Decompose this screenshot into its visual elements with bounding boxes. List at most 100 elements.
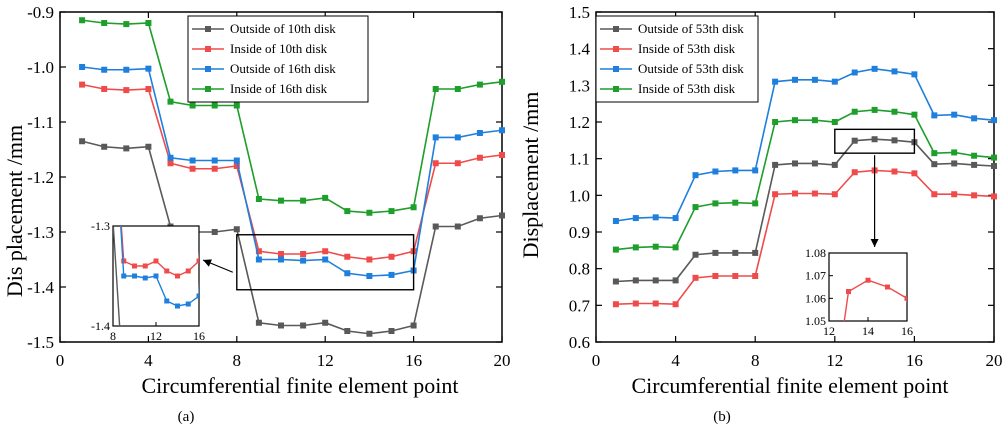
data-point xyxy=(891,108,898,115)
series-line-2 xyxy=(615,169,995,306)
inset-data-point xyxy=(924,171,929,176)
x-tick-label: 8 xyxy=(233,351,242,370)
y-tick-label: -1.2 xyxy=(27,168,54,187)
y-tick-label: 0.8 xyxy=(569,260,590,279)
inset-data-point xyxy=(905,103,910,108)
data-point xyxy=(211,102,218,109)
data-point xyxy=(300,197,307,204)
data-point xyxy=(366,330,373,337)
inset-data-point xyxy=(143,167,148,172)
inset-data-point xyxy=(121,164,126,169)
data-point xyxy=(432,134,439,141)
data-point xyxy=(499,212,505,219)
inset-data-point xyxy=(196,258,199,264)
data-point xyxy=(951,111,958,118)
inset-data-point xyxy=(142,275,148,281)
inset-y-tick-label: -1.4 xyxy=(91,319,110,333)
inset-x-tick-label: 16 xyxy=(901,324,913,338)
y-axis-title-b: Displacement /mm xyxy=(518,92,543,259)
data-point xyxy=(366,256,373,263)
y-tick-label: -1.4 xyxy=(27,278,54,297)
data-point xyxy=(79,17,86,24)
legend-swatch-marker xyxy=(205,26,211,32)
panel-label-b: (b) xyxy=(713,409,731,425)
inset-y-tick-label: 1.08 xyxy=(805,246,826,260)
data-point xyxy=(871,106,878,113)
inset-series-line xyxy=(810,88,927,247)
inset-data-point xyxy=(164,298,170,304)
x-tick-label: 16 xyxy=(405,351,422,370)
data-point xyxy=(388,271,395,278)
data-point xyxy=(79,64,86,70)
data-point xyxy=(871,136,878,143)
inset-data-point xyxy=(153,273,159,279)
inset-data-point xyxy=(904,295,907,301)
data-point xyxy=(189,102,196,109)
data-point xyxy=(432,86,439,92)
data-point xyxy=(732,199,739,206)
x-tick-label: 0 xyxy=(56,351,65,370)
data-point xyxy=(344,328,351,334)
data-point xyxy=(432,160,439,167)
series-line-3 xyxy=(82,66,503,277)
data-point xyxy=(692,172,699,179)
legend-label: Outside of 10th disk xyxy=(230,21,336,36)
data-point xyxy=(811,160,818,167)
data-point xyxy=(366,209,373,216)
data-point xyxy=(732,273,739,279)
data-point xyxy=(322,194,329,201)
data-point xyxy=(612,246,619,253)
legend-swatch-marker xyxy=(205,66,211,72)
data-point xyxy=(189,157,196,164)
data-point xyxy=(752,249,759,256)
data-point xyxy=(931,112,938,119)
data-point xyxy=(454,134,461,141)
data-point xyxy=(79,81,86,88)
legend-swatch-marker xyxy=(205,86,211,92)
inset-data-point xyxy=(846,94,851,99)
data-point xyxy=(712,168,719,175)
x-tick-label: 4 xyxy=(671,351,680,370)
data-point xyxy=(211,165,218,172)
inset-data-point xyxy=(121,258,127,264)
data-point xyxy=(410,322,417,329)
data-point xyxy=(322,256,329,263)
data-point xyxy=(145,86,152,92)
data-point xyxy=(278,256,284,263)
data-point xyxy=(911,111,918,118)
x-axis-title-b: Circumferential finite element point xyxy=(631,373,948,398)
data-point xyxy=(732,167,739,174)
inset-x-tick-label: 16 xyxy=(193,329,205,343)
data-point xyxy=(211,157,218,164)
data-point xyxy=(991,117,997,124)
data-point xyxy=(831,161,838,168)
zoom-arrow-head xyxy=(203,259,212,267)
data-point xyxy=(167,160,174,167)
data-point xyxy=(167,154,174,161)
y-tick-label: -1.1 xyxy=(27,113,54,132)
legend-swatch-marker xyxy=(613,46,619,52)
inset-data-point xyxy=(924,239,929,244)
data-point xyxy=(233,157,240,164)
data-point xyxy=(388,208,395,215)
data-point xyxy=(145,20,152,26)
inset-data-point xyxy=(111,104,116,109)
data-point xyxy=(476,154,483,161)
data-point xyxy=(632,215,639,222)
inset-data-point xyxy=(132,394,137,399)
data-point xyxy=(851,69,858,76)
data-point xyxy=(752,273,759,279)
data-point xyxy=(792,76,798,83)
data-point xyxy=(911,71,918,78)
legend-swatch-marker xyxy=(613,26,619,32)
data-point xyxy=(672,301,679,308)
x-tick-label: 20 xyxy=(986,351,1003,370)
zoom-highlight-box xyxy=(236,234,415,291)
x-tick-label: 0 xyxy=(592,351,601,370)
legend-label: Inside of 53th disk xyxy=(638,81,736,96)
data-point xyxy=(454,86,461,92)
data-point xyxy=(278,251,284,257)
legend-swatch-marker xyxy=(613,66,619,72)
series-line-2 xyxy=(81,83,503,261)
data-point xyxy=(712,249,719,256)
